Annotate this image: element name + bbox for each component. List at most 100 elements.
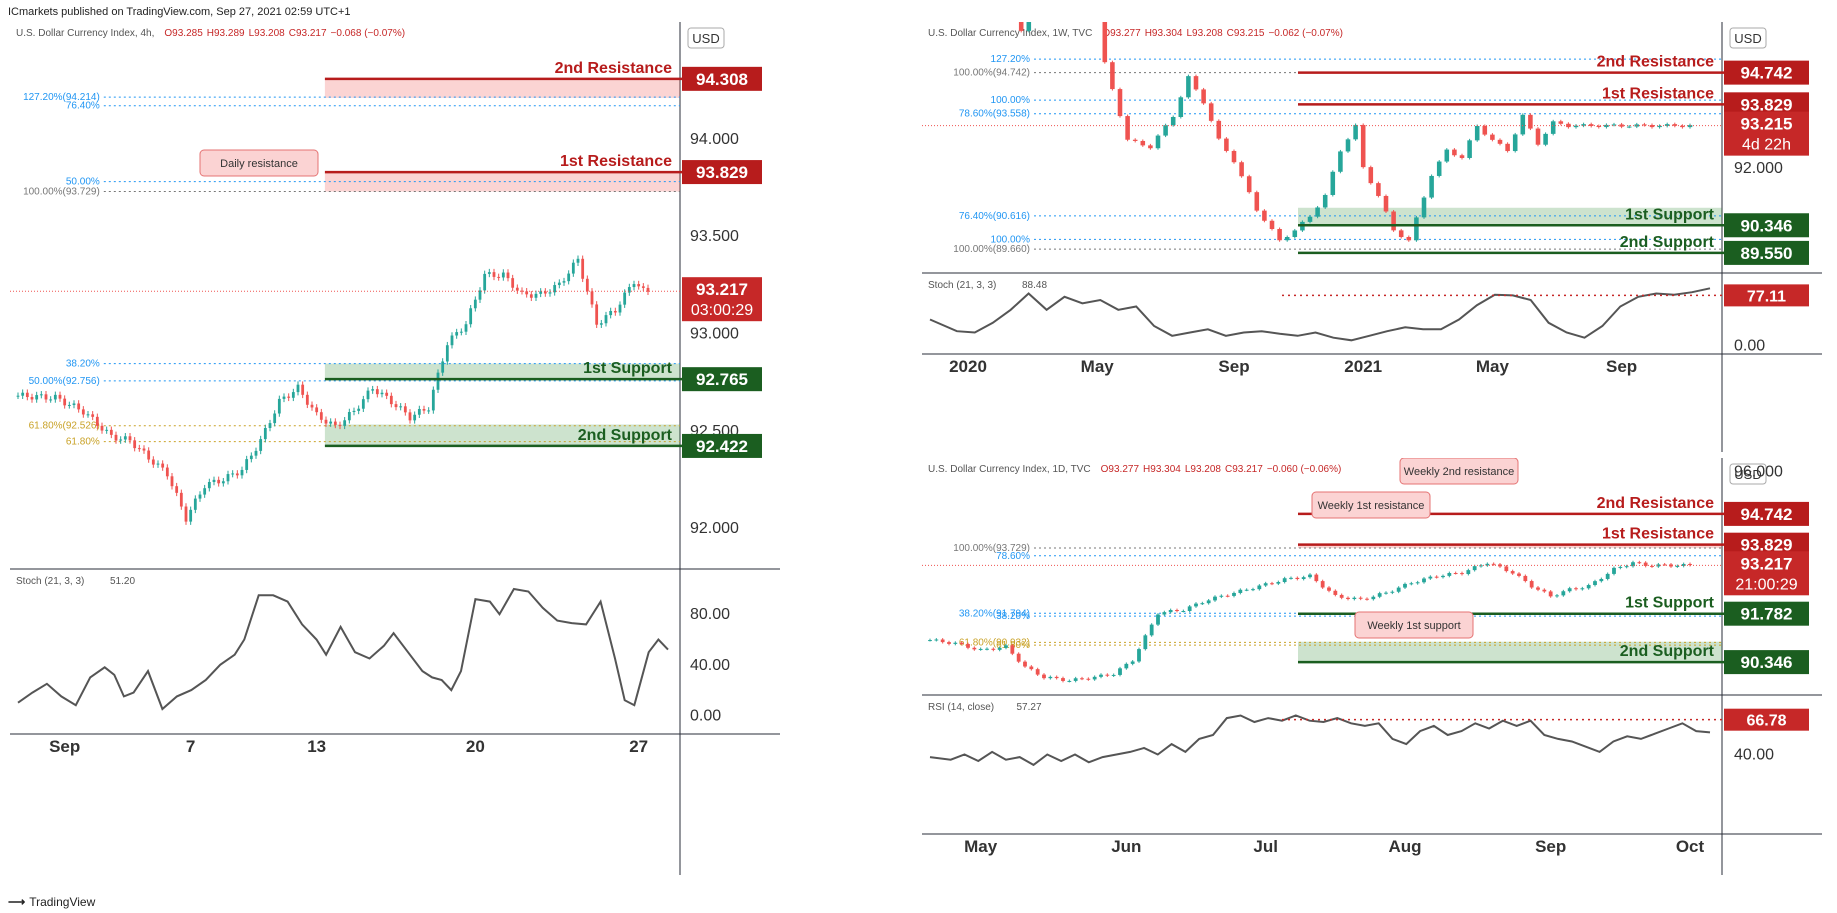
candle-body <box>1270 583 1274 585</box>
candle-body <box>1365 598 1369 600</box>
candle-body <box>1284 237 1290 241</box>
chart-h4[interactable]: U.S. Dollar Currency Index, 4h, O93.285 H9… <box>10 22 912 875</box>
level-value: 93.829 <box>696 163 748 182</box>
candle-body <box>1593 581 1597 586</box>
candle-body <box>1187 606 1192 611</box>
candle-body <box>529 294 533 298</box>
candle-body <box>1225 595 1230 597</box>
candle-body <box>1429 175 1434 198</box>
candle-body <box>627 287 631 293</box>
candle-body <box>571 262 575 274</box>
candle-body <box>1409 583 1414 585</box>
candle-body <box>1308 574 1312 578</box>
level-name: 1st Resistance <box>1602 85 1714 102</box>
candle-body <box>1467 140 1472 158</box>
candle-body <box>403 406 407 413</box>
countdown: 03:00:29 <box>691 302 753 319</box>
osc-line <box>929 287 1711 342</box>
last-price-tag <box>1724 111 1809 156</box>
candle-body <box>217 479 221 484</box>
candle-body <box>1383 195 1389 212</box>
candle-body <box>189 509 193 522</box>
candle-body <box>1453 573 1458 575</box>
candle-body <box>105 429 109 431</box>
candle-body <box>49 399 53 401</box>
footer-brand: ⟶ TradingView <box>8 895 95 909</box>
candle-body <box>1200 603 1205 605</box>
candle-body <box>455 332 459 336</box>
candle-body <box>1441 575 1445 578</box>
candle-body <box>487 272 491 274</box>
candle-body <box>613 310 617 313</box>
candle-body <box>147 450 151 460</box>
candle-body <box>1117 89 1123 117</box>
x-tick-label: Aug <box>1388 837 1421 856</box>
candle-body <box>263 427 267 440</box>
chart-w1[interactable]: U.S. Dollar Currency Index, 1W, TVC O93.2… <box>922 22 1827 452</box>
candle-body <box>282 396 286 399</box>
tradingview-logo-icon: ⟶ <box>8 895 25 909</box>
candle-body <box>310 404 314 408</box>
x-tick-label: May <box>964 837 998 856</box>
level-zone <box>1298 207 1722 226</box>
candle-body <box>520 290 524 292</box>
candle-body <box>1422 578 1426 583</box>
level-zone <box>324 424 680 446</box>
level-value: 92.422 <box>696 437 748 456</box>
candle-body <box>1219 595 1224 597</box>
level-tag <box>1724 650 1809 675</box>
currency-box <box>1729 463 1767 485</box>
level-zone <box>324 172 680 192</box>
candle-body <box>1213 596 1217 601</box>
candle-body <box>1257 585 1262 590</box>
candle-body <box>91 414 95 417</box>
candle-body <box>1548 591 1553 597</box>
candle-body <box>1472 566 1477 571</box>
level-zone <box>324 78 680 98</box>
callout-box <box>1399 458 1519 485</box>
candle-body <box>287 396 291 398</box>
candle-body <box>170 476 174 487</box>
ohlc-o: O93.277 <box>1102 28 1141 39</box>
candle-body <box>1186 76 1191 98</box>
callout-text: Weekly 1st resistance <box>1318 500 1425 512</box>
candle-body <box>1567 588 1572 592</box>
candle-body <box>1626 126 1632 128</box>
x-tick-label: Jul <box>1253 837 1278 856</box>
candle-body <box>1631 562 1635 567</box>
candle-body <box>1232 592 1236 596</box>
candle-body <box>1421 197 1427 218</box>
level-name: 2nd Resistance <box>1597 495 1714 512</box>
level-tag <box>1724 240 1809 265</box>
candle-body <box>1110 62 1115 90</box>
candle-body <box>1523 575 1528 582</box>
candle-body <box>1216 120 1222 139</box>
candle-body <box>1010 645 1015 654</box>
candle-body <box>641 286 645 288</box>
candle-body <box>1664 124 1670 126</box>
candle-body <box>338 424 342 426</box>
candle-body <box>1023 661 1027 667</box>
candle-body <box>1447 573 1452 576</box>
candle-body <box>198 494 202 499</box>
candle-body <box>959 642 964 644</box>
candle-body <box>1555 595 1559 597</box>
candle-body <box>165 467 169 477</box>
candle-body <box>1581 124 1586 126</box>
candle-body <box>1588 124 1594 127</box>
candle-body <box>1517 573 1521 576</box>
candle-body <box>506 272 510 279</box>
candle-body <box>259 439 263 451</box>
indicator-name: Stoch (21, 3, 3) <box>928 280 996 291</box>
candle-body <box>184 506 188 522</box>
candle-body <box>319 412 323 420</box>
candle-body <box>277 398 281 414</box>
candle-body <box>1018 22 1024 31</box>
candle-body <box>273 413 277 424</box>
candle-body <box>637 284 641 287</box>
level-zone <box>324 363 680 380</box>
candle-body <box>1111 674 1116 676</box>
fib-label: 50.00%(92.756) <box>29 376 100 387</box>
candle-body <box>1353 124 1358 140</box>
chart-d1[interactable]: U.S. Dollar Currency Index, 1D, TVC O93.2… <box>922 458 1827 875</box>
